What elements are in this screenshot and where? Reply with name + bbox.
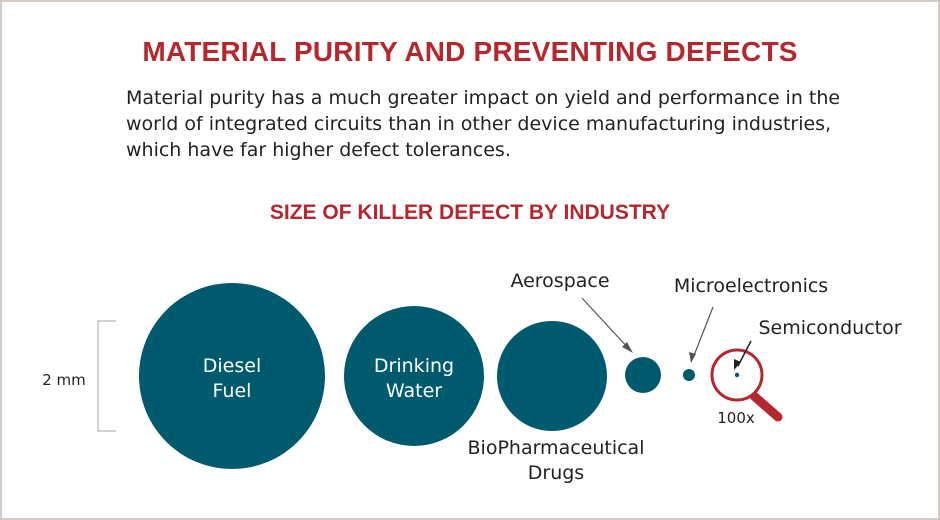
- microelectronics-arrow: [689, 306, 714, 363]
- semiconductor-defect-dot: [734, 372, 740, 378]
- magnifying-glass-icon: [710, 348, 783, 422]
- biopharmaceutical-drugs-circle: [497, 321, 607, 431]
- biopharmaceutical-drugs-label-line2: Drugs: [528, 462, 584, 484]
- biopharmaceutical-drugs-label-line1: BioPharmaceutical: [468, 437, 645, 459]
- intro-paragraph: Material purity has a much greater impac…: [126, 87, 841, 161]
- scale-label: 2 mm: [42, 371, 86, 389]
- scale-bracket: [97, 320, 116, 432]
- aerospace-arrow: [581, 297, 633, 353]
- aerospace-label: Aerospace: [510, 270, 609, 292]
- magnification-label: 100x: [717, 409, 755, 427]
- drinking-water-label-line1: Drinking: [374, 355, 454, 377]
- diesel-fuel-label-line2: Fuel: [213, 380, 252, 402]
- microelectronics-label: Microelectronics: [674, 275, 828, 297]
- section-subtitle: SIZE OF KILLER DEFECT BY INDUSTRY: [269, 201, 671, 224]
- semiconductor-arrow: [734, 340, 752, 370]
- drinking-water-circle: [344, 306, 484, 446]
- diesel-fuel-label-line1: Diesel: [203, 355, 261, 377]
- microelectronics-circle: [683, 369, 695, 381]
- aerospace-circle: [625, 357, 661, 393]
- diesel-fuel-circle: [139, 283, 325, 469]
- page-title: MATERIAL PURITY AND PREVENTING DEFECTS: [142, 36, 798, 67]
- drinking-water-label-line2: Water: [386, 380, 442, 402]
- semiconductor-label: Semiconductor: [758, 317, 901, 339]
